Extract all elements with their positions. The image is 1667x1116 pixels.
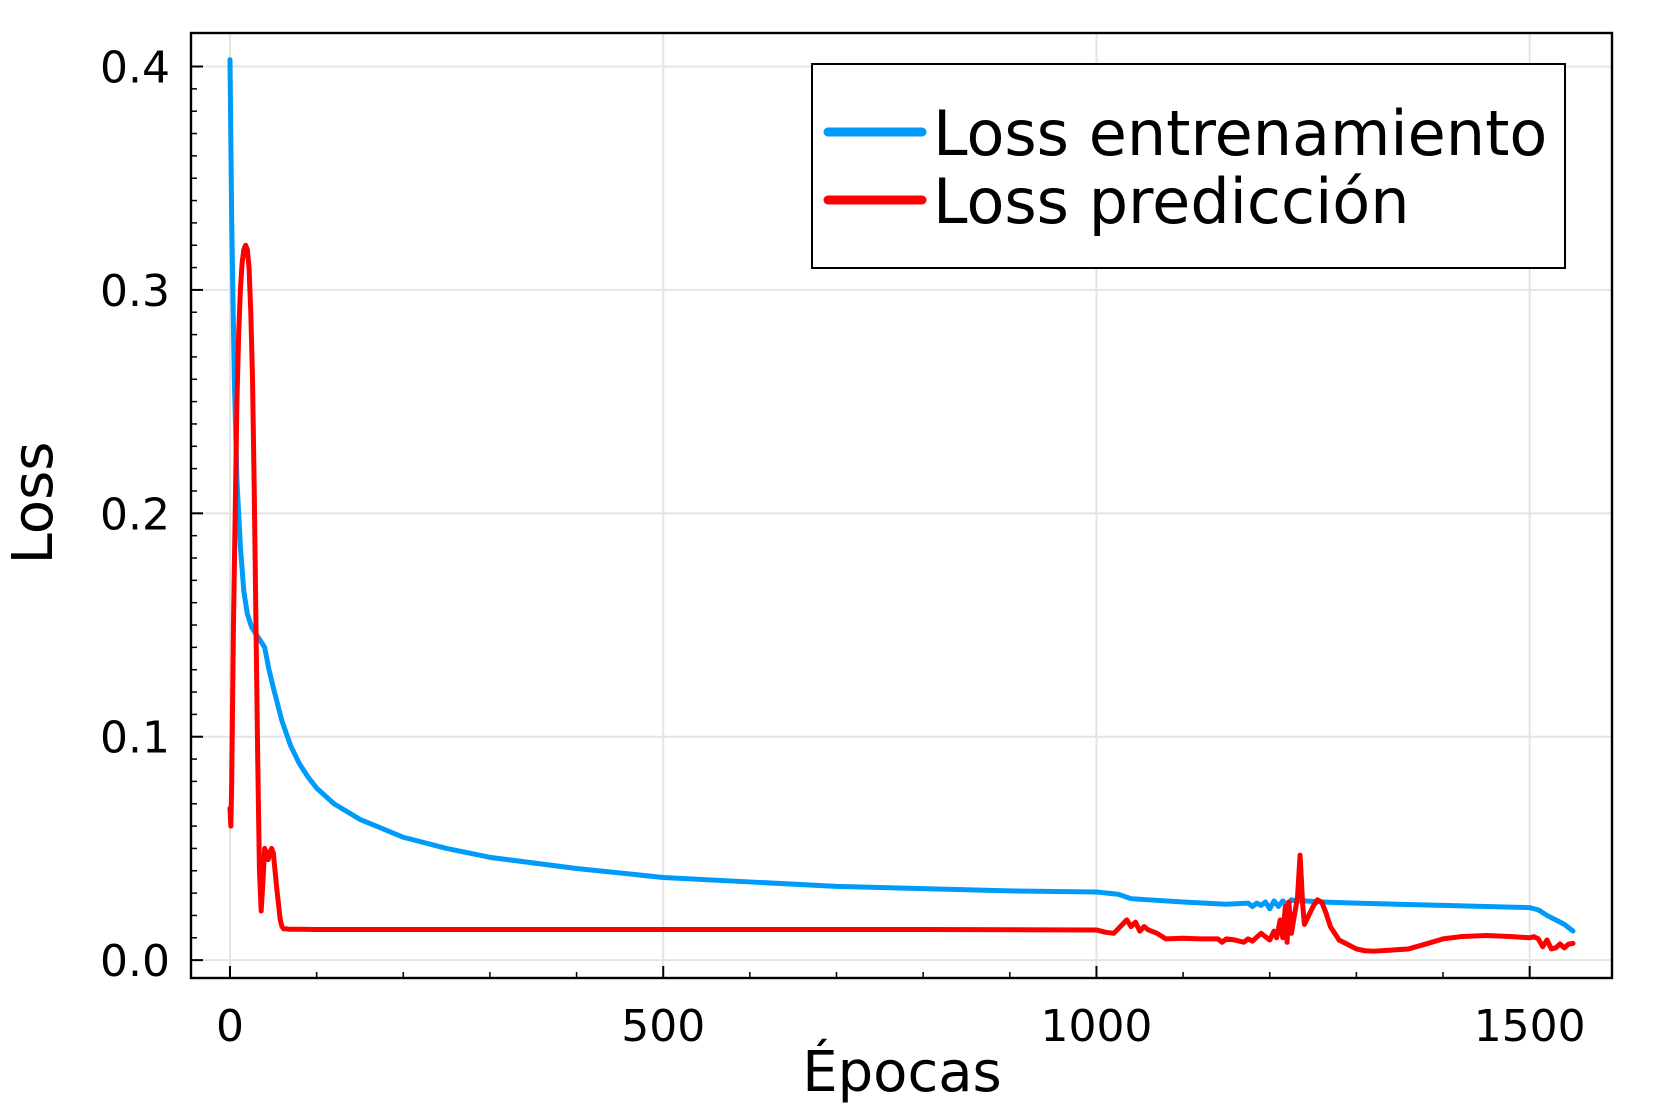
x-tick-label: 1000	[1040, 1001, 1152, 1052]
x-tick-label: 0	[216, 1001, 244, 1052]
y-tick-label: 0.3	[100, 266, 170, 317]
x-tick-label: 1500	[1474, 1001, 1586, 1052]
legend: Loss entrenamiento Loss predicción	[811, 63, 1566, 269]
tick-labels: 0 500 1000 1500 0.0 0.1 0.2 0.3 0.4	[100, 43, 1586, 1052]
series	[227, 57, 1576, 954]
y-tick-label: 0.2	[100, 489, 170, 540]
y-axis-label: Loss	[1, 442, 66, 565]
x-axis-label: Épocas	[802, 1040, 1001, 1105]
legend-label-prediction: Loss predicción	[933, 165, 1410, 238]
y-tick-label: 0.4	[100, 43, 170, 94]
y-tick-label: 0.0	[100, 936, 170, 987]
legend-label-training: Loss entrenamiento	[933, 97, 1547, 170]
series-line-training	[227, 57, 1576, 934]
plot-frame	[189, 31, 1614, 980]
series-line-prediction	[227, 242, 1576, 954]
legend-box	[811, 63, 1566, 269]
x-tick-label: 500	[621, 1001, 705, 1052]
y-tick-label: 0.1	[100, 713, 170, 764]
